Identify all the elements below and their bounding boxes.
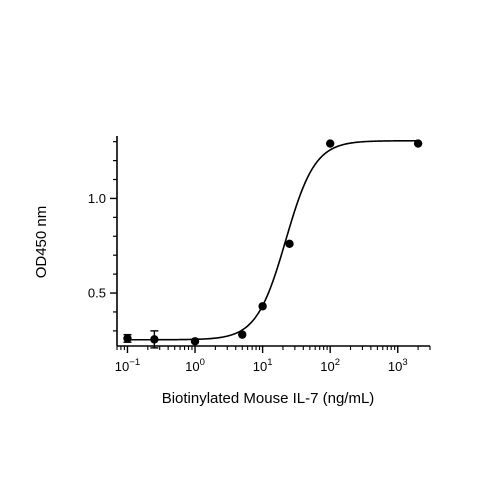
x-tick-label: 101 — [253, 357, 273, 374]
data-point — [258, 302, 267, 311]
data-point — [285, 239, 294, 249]
y-axis-title: OD450 nm — [33, 206, 50, 279]
x-tick-label: 102 — [320, 357, 340, 374]
fit-curve — [127, 139, 419, 341]
ticks: 0.5 1.0 10−1 100 101 102 103 — [88, 141, 431, 374]
data-point — [123, 334, 132, 343]
data-point — [413, 139, 423, 148]
y-tick-label: 1.0 — [88, 191, 106, 206]
fit-curve-group — [127, 139, 419, 341]
x-tick-label: 100 — [185, 357, 205, 374]
data-points — [123, 139, 423, 349]
axes — [116, 136, 430, 347]
data-point — [325, 139, 335, 148]
data-point — [238, 330, 247, 339]
data-point — [190, 337, 200, 346]
x-tick-label: 10−1 — [115, 357, 140, 374]
y-tick-label: 0.5 — [88, 286, 106, 301]
data-point — [150, 335, 159, 344]
x-tick-label: 103 — [388, 357, 408, 374]
x-axis-title: Biotinylated Mouse IL-7 (ng/mL) — [162, 390, 375, 407]
